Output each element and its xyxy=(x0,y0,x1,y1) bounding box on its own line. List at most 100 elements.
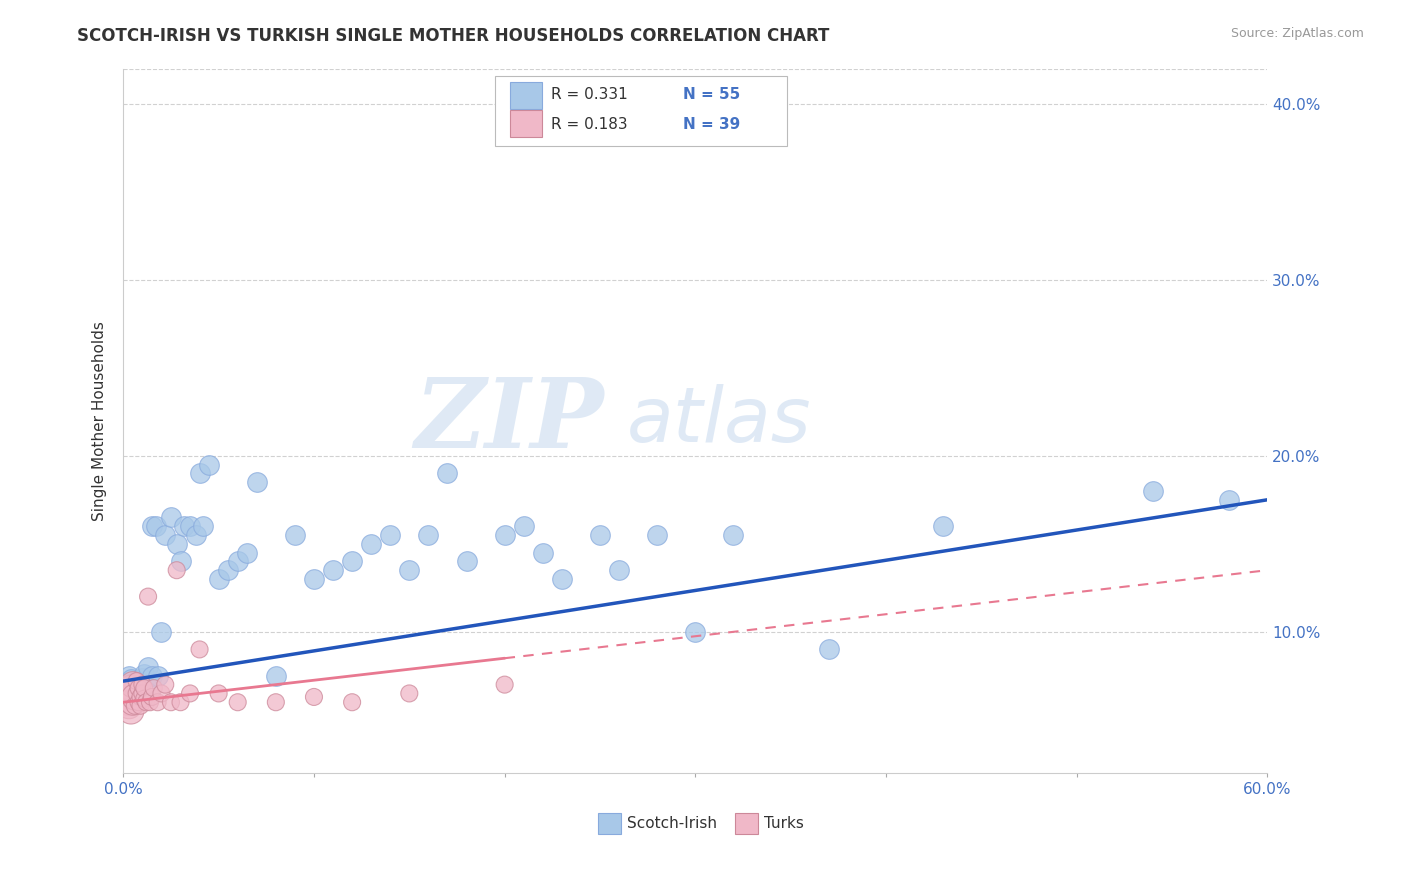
Point xyxy=(198,458,221,472)
Point xyxy=(436,467,458,481)
Point xyxy=(120,704,142,718)
FancyBboxPatch shape xyxy=(510,82,543,109)
Point xyxy=(932,519,955,533)
Point xyxy=(340,695,363,709)
Point xyxy=(817,642,839,657)
Point xyxy=(264,669,287,683)
Point xyxy=(246,475,269,490)
Point xyxy=(120,673,142,687)
Point xyxy=(340,554,363,568)
Point xyxy=(124,678,146,692)
Point xyxy=(146,669,169,683)
Point xyxy=(141,519,163,533)
Point xyxy=(512,519,534,533)
Point xyxy=(208,572,231,586)
Point xyxy=(125,674,148,689)
Point xyxy=(607,563,630,577)
Y-axis label: Single Mother Households: Single Mother Households xyxy=(93,320,107,521)
Point xyxy=(129,690,152,704)
Point xyxy=(302,690,325,704)
Point xyxy=(141,669,163,683)
Point xyxy=(135,695,157,709)
Point xyxy=(226,554,249,568)
Point xyxy=(645,528,668,542)
Point xyxy=(1218,492,1240,507)
Point xyxy=(142,681,165,695)
Point xyxy=(398,686,420,700)
Point xyxy=(322,563,344,577)
Point xyxy=(208,686,231,700)
Point xyxy=(360,537,382,551)
Point xyxy=(131,686,153,700)
Point xyxy=(494,678,516,692)
Point xyxy=(236,546,259,560)
Point xyxy=(193,519,215,533)
FancyBboxPatch shape xyxy=(495,76,787,146)
Point xyxy=(179,519,201,533)
Point xyxy=(125,681,148,695)
Point xyxy=(188,642,211,657)
Point xyxy=(723,528,745,542)
Point xyxy=(155,528,177,542)
FancyBboxPatch shape xyxy=(735,813,758,834)
Point xyxy=(134,667,156,681)
Text: Source: ZipAtlas.com: Source: ZipAtlas.com xyxy=(1230,27,1364,40)
Text: N = 39: N = 39 xyxy=(683,117,740,132)
Point xyxy=(128,695,150,709)
Point xyxy=(124,690,146,704)
Text: atlas: atlas xyxy=(627,384,811,458)
Point xyxy=(121,695,143,709)
Point xyxy=(380,528,402,542)
Point xyxy=(146,695,169,709)
Point xyxy=(551,572,574,586)
Point xyxy=(150,686,173,700)
FancyBboxPatch shape xyxy=(510,110,543,136)
Point xyxy=(141,690,163,704)
Point xyxy=(685,624,707,639)
Point xyxy=(456,554,478,568)
Text: R = 0.183: R = 0.183 xyxy=(551,117,628,132)
Point xyxy=(131,671,153,685)
Point xyxy=(166,563,188,577)
Point xyxy=(128,674,150,689)
Point xyxy=(1142,483,1164,498)
Point xyxy=(135,678,157,692)
Text: Turks: Turks xyxy=(763,816,804,830)
Point xyxy=(128,681,150,695)
Point xyxy=(134,681,156,695)
Text: R = 0.331: R = 0.331 xyxy=(551,87,628,102)
Point xyxy=(160,695,183,709)
Point xyxy=(169,554,191,568)
Point xyxy=(136,590,159,604)
Point xyxy=(589,528,612,542)
Point xyxy=(129,698,152,713)
Point xyxy=(531,546,554,560)
Point xyxy=(188,467,211,481)
Point xyxy=(217,563,239,577)
Text: N = 55: N = 55 xyxy=(683,87,740,102)
Point xyxy=(226,695,249,709)
Text: Scotch-Irish: Scotch-Irish xyxy=(627,816,717,830)
Point xyxy=(169,695,191,709)
Point xyxy=(302,572,325,586)
Point xyxy=(150,624,173,639)
Point xyxy=(129,679,152,693)
Text: SCOTCH-IRISH VS TURKISH SINGLE MOTHER HOUSEHOLDS CORRELATION CHART: SCOTCH-IRISH VS TURKISH SINGLE MOTHER HO… xyxy=(77,27,830,45)
Point xyxy=(118,698,141,713)
Point xyxy=(179,686,201,700)
Text: ZIP: ZIP xyxy=(415,374,603,467)
Point xyxy=(184,528,207,542)
Point xyxy=(136,660,159,674)
FancyBboxPatch shape xyxy=(598,813,621,834)
Point xyxy=(173,519,195,533)
Point xyxy=(155,678,177,692)
Point xyxy=(160,510,183,524)
Point xyxy=(166,537,188,551)
Point xyxy=(118,669,141,683)
Point xyxy=(115,695,138,709)
Point xyxy=(124,698,146,713)
Point xyxy=(120,681,142,695)
Point xyxy=(418,528,440,542)
Point xyxy=(264,695,287,709)
Point xyxy=(494,528,516,542)
